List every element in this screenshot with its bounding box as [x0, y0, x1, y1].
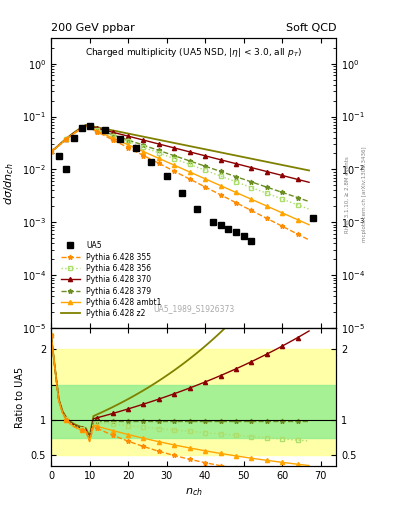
- Bar: [51, 349, 336, 455]
- Pythia 6.428 ambt1: [203, 176, 208, 182]
- Pythia 6.428 355: [160, 162, 165, 168]
- UA5: [310, 215, 315, 221]
- Line: Pythia 6.428 ambt1: Pythia 6.428 ambt1: [49, 124, 311, 227]
- Pythia 6.428 z2: [199, 145, 204, 152]
- Pythia 6.428 356: [49, 148, 53, 154]
- Text: Rivet 3.1.10, ≥ 2.8M events: Rivet 3.1.10, ≥ 2.8M events: [345, 156, 350, 233]
- Pythia 6.428 ambt1: [49, 148, 53, 154]
- Line: Pythia 6.428 379: Pythia 6.428 379: [49, 123, 312, 204]
- Line: Pythia 6.428 z2: Pythia 6.428 z2: [51, 125, 309, 170]
- Pythia 6.428 ambt1: [83, 123, 88, 129]
- Text: 200 GeV ppbar: 200 GeV ppbar: [51, 23, 135, 33]
- Pythia 6.428 370: [83, 122, 88, 129]
- Pythia 6.428 355: [284, 225, 288, 231]
- Pythia 6.428 z2: [110, 127, 115, 134]
- Pythia 6.428 ambt1: [114, 137, 119, 143]
- Pythia 6.428 379: [199, 162, 204, 168]
- UA5: [118, 136, 123, 142]
- Line: Pythia 6.428 370: Pythia 6.428 370: [49, 123, 311, 184]
- Pythia 6.428 356: [199, 166, 204, 172]
- Pythia 6.428 ambt1: [284, 211, 288, 218]
- Line: UA5: UA5: [56, 123, 316, 243]
- UA5: [180, 190, 184, 197]
- Pythia 6.428 z2: [284, 163, 288, 169]
- Pythia 6.428 z2: [160, 138, 165, 144]
- UA5: [164, 173, 169, 179]
- UA5: [233, 229, 238, 235]
- Pythia 6.428 ambt1: [307, 222, 311, 228]
- Pythia 6.428 z2: [203, 146, 208, 153]
- Text: Soft QCD: Soft QCD: [286, 23, 336, 33]
- Pythia 6.428 370: [284, 174, 288, 180]
- Pythia 6.428 370: [114, 130, 119, 136]
- Pythia 6.428 355: [307, 237, 311, 243]
- Pythia 6.428 379: [160, 148, 165, 155]
- Pythia 6.428 355: [114, 139, 119, 145]
- Pythia 6.428 379: [203, 163, 208, 169]
- Pythia 6.428 370: [199, 152, 204, 158]
- Pythia 6.428 370: [110, 129, 115, 135]
- Pythia 6.428 379: [114, 133, 119, 139]
- Pythia 6.428 356: [160, 152, 165, 158]
- Pythia 6.428 z2: [83, 122, 88, 128]
- Pythia 6.428 ambt1: [110, 135, 115, 141]
- X-axis label: $n_{ch}$: $n_{ch}$: [185, 486, 202, 498]
- Pythia 6.428 ambt1: [160, 157, 165, 163]
- UA5: [72, 135, 77, 141]
- Pythia 6.428 379: [49, 148, 53, 154]
- Pythia 6.428 z2: [49, 148, 53, 154]
- Pythia 6.428 356: [110, 133, 115, 139]
- Bar: [51, 385, 336, 438]
- UA5: [218, 222, 223, 228]
- Text: mcplots.cern.ch [arXiv:1306.3436]: mcplots.cern.ch [arXiv:1306.3436]: [362, 147, 367, 242]
- UA5: [64, 166, 69, 173]
- UA5: [134, 145, 138, 152]
- Line: Pythia 6.428 356: Pythia 6.428 356: [50, 124, 311, 211]
- UA5: [57, 153, 61, 159]
- Text: Charged multiplicity (UA5 NSD, $|\eta|$ < 3.0, all $p_T$): Charged multiplicity (UA5 NSD, $|\eta|$ …: [85, 46, 302, 59]
- Pythia 6.428 370: [49, 148, 53, 154]
- UA5: [103, 127, 107, 133]
- Pythia 6.428 356: [307, 206, 311, 212]
- UA5: [210, 219, 215, 225]
- Pythia 6.428 370: [160, 142, 165, 148]
- Pythia 6.428 356: [284, 198, 288, 204]
- Text: UA5_1989_S1926373: UA5_1989_S1926373: [153, 305, 234, 313]
- Pythia 6.428 379: [307, 199, 311, 205]
- Pythia 6.428 355: [199, 182, 204, 188]
- UA5: [249, 238, 253, 244]
- UA5: [87, 123, 92, 130]
- UA5: [241, 233, 246, 239]
- Y-axis label: $d\sigma/dn_{ch}$: $d\sigma/dn_{ch}$: [3, 162, 17, 204]
- Pythia 6.428 ambt1: [199, 174, 204, 180]
- Pythia 6.428 355: [83, 123, 88, 129]
- Legend: UA5, Pythia 6.428 355, Pythia 6.428 356, Pythia 6.428 370, Pythia 6.428 379, Pyt: UA5, Pythia 6.428 355, Pythia 6.428 356,…: [58, 239, 164, 322]
- Pythia 6.428 379: [284, 190, 288, 197]
- Pythia 6.428 370: [307, 179, 311, 185]
- UA5: [226, 226, 231, 232]
- Pythia 6.428 370: [203, 153, 208, 159]
- Pythia 6.428 379: [110, 132, 115, 138]
- UA5: [149, 159, 154, 165]
- Pythia 6.428 356: [114, 134, 119, 140]
- Pythia 6.428 355: [49, 148, 53, 154]
- Pythia 6.428 z2: [307, 167, 311, 174]
- UA5: [195, 206, 200, 212]
- Pythia 6.428 356: [203, 167, 208, 173]
- UA5: [79, 125, 84, 131]
- Pythia 6.428 z2: [114, 128, 119, 134]
- Pythia 6.428 379: [83, 122, 88, 129]
- Pythia 6.428 356: [83, 122, 88, 129]
- Pythia 6.428 355: [203, 184, 208, 190]
- Line: Pythia 6.428 355: Pythia 6.428 355: [49, 123, 312, 242]
- Pythia 6.428 355: [110, 137, 115, 143]
- Y-axis label: Ratio to UA5: Ratio to UA5: [15, 367, 25, 428]
